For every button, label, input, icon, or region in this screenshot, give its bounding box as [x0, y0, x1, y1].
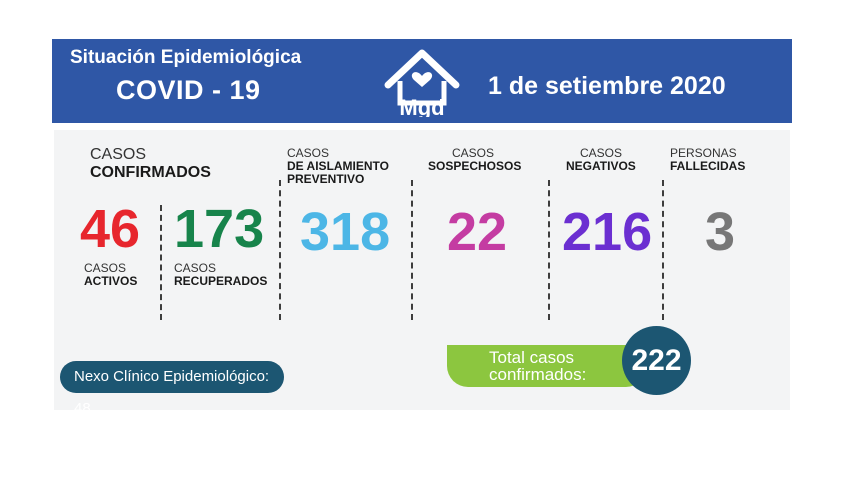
- total-label-1: Total casos: [489, 348, 575, 367]
- header-subtitle: COVID - 19: [116, 75, 261, 105]
- activos-label-1: CASOS: [84, 261, 127, 275]
- header-date: 1 de setiembre 2020: [488, 72, 726, 100]
- sospechosos-label-1: CASOS: [452, 146, 495, 160]
- aislamiento-label-1: CASOS: [287, 146, 330, 160]
- divider: [662, 180, 664, 320]
- header-banner: Situación Epidemiológica COVID - 19 Mgd …: [52, 39, 792, 123]
- fallecidas-label-1: PERSONAS: [670, 146, 737, 160]
- aislamiento-value: 318: [300, 202, 391, 262]
- nexo-label: Nexo Clínico Epidemiológico:: [74, 368, 270, 385]
- activos-value: 46: [80, 199, 141, 259]
- nexo-badge: Nexo Clínico Epidemiológico: 48: [60, 361, 284, 417]
- fallecidas-value: 3: [705, 202, 736, 262]
- header-title: Situación Epidemiológica: [70, 47, 302, 68]
- total-value: 222: [622, 326, 691, 395]
- negativos-label-1: CASOS: [580, 146, 623, 160]
- divider: [160, 205, 162, 320]
- fallecidas-label-2: FALLECIDAS: [670, 159, 746, 173]
- aislamiento-label-3: PREVENTIVO: [287, 172, 365, 186]
- nexo-value: 48: [74, 400, 91, 417]
- recuperados-label-1: CASOS: [174, 261, 217, 275]
- svg-text:Mgd: Mgd: [399, 95, 444, 117]
- activos-label-2: ACTIVOS: [84, 274, 138, 288]
- negativos-value: 216: [562, 202, 653, 262]
- confirmados-label-2: CONFIRMADOS: [90, 164, 211, 181]
- aislamiento-label-2: DE AISLAMIENTO: [287, 159, 390, 173]
- ministry-logo: Mgd: [382, 45, 462, 120]
- total-label-2: confirmados:: [489, 365, 587, 384]
- divider: [548, 180, 550, 320]
- sospechosos-label-2: SOSPECHOSOS: [428, 159, 522, 173]
- total-pill: Total casos confirmados:: [447, 345, 647, 387]
- recuperados-label-2: RECUPERADOS: [174, 274, 268, 288]
- recuperados-value: 173: [174, 199, 265, 259]
- divider: [279, 180, 281, 320]
- divider: [411, 180, 413, 320]
- confirmados-label-1: CASOS: [90, 146, 147, 163]
- sospechosos-value: 22: [447, 202, 508, 262]
- negativos-label-2: NEGATIVOS: [566, 159, 636, 173]
